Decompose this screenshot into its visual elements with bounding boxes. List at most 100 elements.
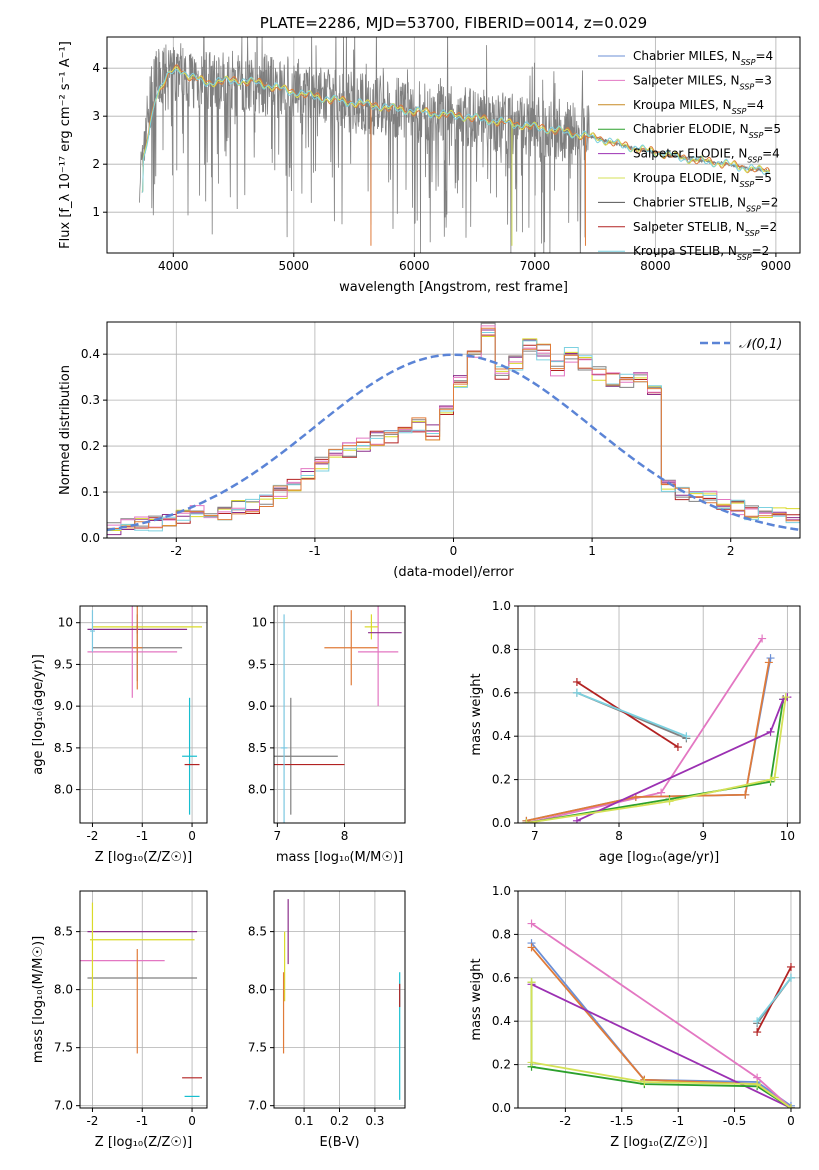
y-tick-label: 0.4 [81, 347, 100, 361]
x-axis-label: Z [log₁₀(Z/Z☉)] [610, 1135, 707, 1150]
y-tick-label: 7.0 [54, 1099, 73, 1113]
age_vs_mass-panel: 7 8 8.0 8.5 9.0 9.5 10 mass [log₁₀(M/M☉)] [248, 605, 406, 865]
x-tick-label: -2 [559, 1114, 571, 1128]
massweight_vs_age-panel: 7 8 9 10 0.0 0.2 0.4 0.6 0.8 1.0 age [log₁₀(age/yr… [469, 599, 801, 865]
mass-weight-marker [673, 743, 682, 752]
mass-weight-marker [786, 973, 795, 982]
mass-weight-line [526, 699, 785, 823]
legend-entry: 𝒩(0,1) [739, 337, 782, 352]
x-tick-label: 6000 [399, 259, 430, 273]
spectrum-panel: 4000 5000 6000 7000 8000 9000 1 2 3 4 wavelength [… [58, 14, 801, 295]
y-tick-label: 1.0 [492, 884, 511, 898]
x-tick-label: -1 [136, 829, 148, 843]
mass-weight-line [526, 662, 770, 822]
x-tick-label: 0 [787, 1114, 795, 1128]
y-tick-label: 8.0 [248, 983, 267, 997]
chart-title: PLATE=2286, MJD=53700, FIBERID=0014, z=0… [260, 14, 647, 32]
y-tick-label: 1 [92, 205, 100, 219]
mass-weight-marker [665, 797, 674, 806]
x-tick-label: -1 [136, 1114, 148, 1128]
mass_vs_Z-panel: -2 -1 0 7.0 7.5 8.0 8.5 Z [log₁₀(Z/Z☉)] mass [lo… [31, 890, 208, 1150]
mass-weight-marker [657, 788, 666, 797]
massweight_vs_Z-plot-area [527, 919, 795, 1108]
x-tick-label: -2 [170, 544, 182, 558]
residuals-panel: -2 -1 0 1 2 0.0 0.1 0.2 0.3 0.4 (data-model)/error… [58, 321, 801, 580]
axes-frame [79, 605, 208, 824]
x-tick-label: 9000 [761, 259, 792, 273]
mass-weight-line [531, 983, 792, 1108]
y-tick-label: 0.4 [492, 729, 511, 743]
y-tick-label: 7.5 [248, 1041, 267, 1055]
mass_vs_EBV-panel: 0.1 0.2 0.3 7.0 7.5 8.0 8.5 E(B-V) [248, 890, 406, 1150]
age_vs_Z-panel: -2 -1 0 8.0 8.5 9.0 9.5 10 Z [log₁₀(Z/Z☉)] age [l… [31, 605, 208, 865]
legend-entry: Kroupa MILES, NSSP=4 [633, 98, 764, 116]
x-tick-label: -2 [86, 829, 98, 843]
y-tick-label: 9.5 [248, 657, 267, 671]
mass-weight-marker [572, 677, 581, 686]
mass-weight-marker [527, 943, 536, 952]
legend: Chabrier MILES, NSSP=4 Salpeter MILES, NS… [598, 49, 781, 262]
x-axis-label: Z [log₁₀(Z/Z☉)] [95, 1135, 192, 1150]
mass-weight-marker [753, 1028, 762, 1037]
mass-weight-line [530, 942, 792, 1107]
mass-weight-marker [682, 732, 691, 741]
x-tick-label: 0.1 [295, 1114, 314, 1128]
observed-spectrum-line [139, 37, 771, 253]
x-tick-label: -0.5 [723, 1114, 746, 1128]
y-tick-label: 7.5 [54, 1041, 73, 1055]
spectrum-plot-area [139, 37, 771, 253]
mass-weight-marker [753, 1080, 762, 1089]
y-axis-label: mass [log₁₀(M/M☉)] [31, 936, 46, 1063]
mass-weight-line [576, 691, 687, 738]
y-tick-label: 4 [92, 61, 100, 75]
y-tick-label: 8.0 [54, 983, 73, 997]
x-tick-label: 1 [588, 544, 596, 558]
y-tick-label: 0.2 [81, 439, 100, 453]
y-tick-label: 7.0 [248, 1099, 267, 1113]
axes-frame [79, 890, 208, 1109]
mass-weight-marker [781, 693, 790, 702]
mass-weight-marker [527, 978, 536, 987]
x-tick-label: 7 [531, 829, 539, 843]
massweight_vs_age-plot-area [522, 634, 792, 823]
legend-entry: Kroupa STELIB, NSSP=2 [633, 244, 769, 262]
mass-weight-marker [527, 919, 536, 928]
y-tick-label: 0.2 [492, 773, 511, 787]
y-axis-label: age [log₁₀(age/yr)] [31, 654, 46, 775]
legend-entry: Salpeter STELIB, NSSP=2 [633, 220, 777, 238]
mass-weight-marker [527, 1058, 536, 1067]
y-tick-label: 0.4 [492, 1014, 511, 1028]
mass-weight-marker [572, 816, 581, 823]
x-tick-label: -1 [309, 544, 321, 558]
massweight_vs_Z-panel: -2 -1.5 -1 -0.5 0 0.0 0.2 0.4 0.6 0.8 1.0 Z [log₁₀(… [469, 884, 801, 1150]
y-tick-label: 3 [92, 109, 100, 123]
mass-weight-marker [572, 688, 581, 697]
axes-frame [517, 605, 801, 824]
y-tick-label: 9.5 [54, 657, 73, 671]
y-tick-label: 8.5 [54, 925, 73, 939]
mass-weight-line [576, 681, 679, 748]
y-tick-label: 8.5 [248, 925, 267, 939]
mass-weight-marker [758, 634, 767, 643]
x-axis-label: mass [log₁₀(M/M☉)] [276, 850, 403, 865]
y-tick-label: 2 [92, 157, 100, 171]
x-tick-label: 2 [727, 544, 735, 558]
x-tick-label: 7 [274, 829, 282, 843]
mass-weight-marker [522, 819, 531, 823]
age_vs_mass-plot-area [274, 606, 402, 823]
mass-weight-line [526, 696, 787, 823]
y-axis-label: mass weight [469, 958, 484, 1040]
y-tick-label: 10 [58, 616, 73, 630]
axes-frame [517, 890, 801, 1109]
axes-frame [106, 36, 801, 254]
y-tick-label: 10 [252, 616, 267, 630]
y-axis-label: Flux [f_λ 10⁻¹⁷ erg cm⁻² s⁻¹ A⁻¹] [58, 41, 73, 249]
legend-entry: Chabrier ELODIE, NSSP=5 [633, 122, 781, 140]
y-axis-label: mass weight [469, 673, 484, 755]
x-tick-label: 8 [341, 829, 349, 843]
model-spectrum-line [141, 64, 771, 193]
mass-weight-marker [753, 1017, 762, 1026]
mass_vs_EBV-plot-area [282, 899, 401, 1100]
x-tick-label: 0 [188, 829, 196, 843]
